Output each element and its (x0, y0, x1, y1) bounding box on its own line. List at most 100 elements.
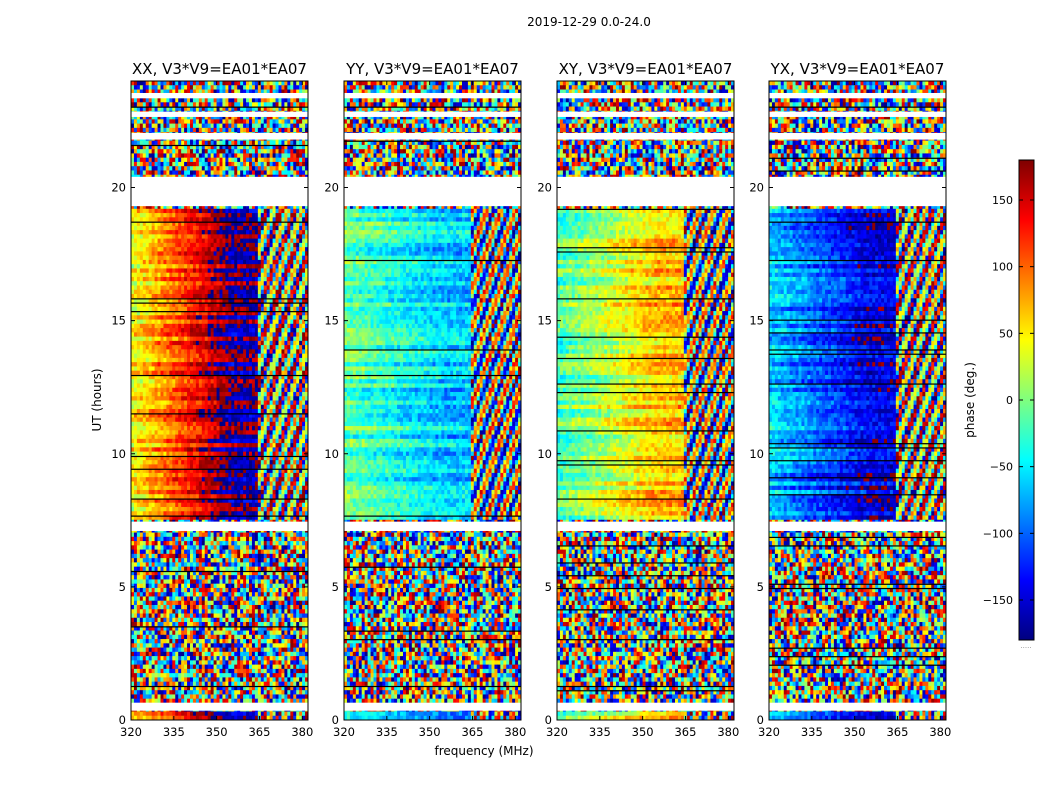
heatmap-cell (190, 285, 194, 291)
heatmap-cell (272, 332, 276, 337)
heatmap-cell (260, 268, 265, 274)
heatmap-cell (148, 213, 153, 218)
heatmap-cell (151, 144, 155, 150)
heatmap-cell (237, 140, 241, 146)
heatmap-cell (240, 115, 244, 120)
heatmap-cell (175, 353, 179, 359)
heatmap-cell (296, 413, 300, 418)
heatmap-cell (145, 379, 150, 384)
heatmap-cell (299, 289, 303, 295)
heatmap-cell (204, 238, 209, 244)
heatmap-cell (145, 204, 150, 210)
heatmap-cell (287, 426, 291, 431)
heatmap-cell (281, 413, 285, 418)
heatmap-cell (263, 396, 268, 401)
heatmap-cell (296, 409, 300, 414)
heatmap-cell (234, 430, 238, 435)
heatmap-cell (272, 161, 276, 167)
heatmap-cell (201, 106, 206, 112)
heatmap-cell (210, 89, 214, 95)
heatmap-cell (207, 306, 212, 312)
heatmap-cell (284, 357, 288, 363)
heatmap-cell (169, 140, 173, 146)
heatmap-cell (151, 387, 155, 393)
heatmap-cell (207, 242, 212, 248)
heatmap-cell (175, 357, 179, 363)
heatmap-cell (192, 336, 197, 342)
heatmap-cell (254, 294, 259, 299)
heatmap-cell (293, 81, 297, 86)
heatmap-cell (133, 400, 138, 406)
heatmap-cell (169, 353, 173, 359)
heatmap-cell (213, 157, 217, 163)
heatmap-cell (136, 247, 141, 252)
heatmap-cell (139, 217, 144, 222)
heatmap-cell (219, 332, 223, 337)
heatmap-cell (287, 204, 291, 210)
heatmap-cell (257, 391, 262, 397)
heatmap-cell (163, 204, 167, 210)
heatmap-cell (163, 302, 167, 308)
heatmap-cell (219, 319, 223, 325)
heatmap-cell (151, 370, 155, 376)
heatmap-cell (278, 98, 282, 103)
heatmap-cell (296, 302, 300, 308)
heatmap-cell (296, 366, 300, 372)
heatmap-cell (136, 234, 141, 240)
heatmap-cell (157, 353, 161, 359)
heatmap-cell (287, 230, 291, 235)
heatmap-cell (243, 391, 247, 397)
heatmap-cell (219, 268, 223, 274)
heatmap-cell (237, 332, 241, 337)
heatmap-cell (178, 170, 182, 176)
heatmap-cell (163, 234, 167, 240)
heatmap-cell (175, 281, 179, 286)
heatmap-cell (240, 294, 244, 299)
heatmap-cell (133, 298, 138, 303)
heatmap-cell (302, 430, 306, 435)
heatmap-cell (145, 374, 150, 380)
heatmap-cell (187, 247, 191, 252)
heatmap-cell (302, 306, 306, 312)
heatmap-cell (246, 328, 250, 333)
heatmap-cell (145, 170, 150, 176)
heatmap-cell (225, 157, 229, 163)
heatmap-cell (210, 251, 214, 257)
heatmap-cell (237, 383, 241, 389)
heatmap-cell (234, 370, 238, 376)
heatmap-cell (201, 247, 206, 252)
heatmap-cell (281, 430, 285, 435)
heatmap-cell (207, 383, 212, 389)
heatmap-cell (163, 409, 167, 414)
heatmap-cell (249, 217, 253, 222)
heatmap-cell (222, 98, 226, 103)
heatmap-cell (148, 336, 153, 342)
heatmap-cell (296, 336, 300, 342)
heatmap-cell (198, 242, 203, 248)
heatmap-cell (195, 353, 200, 359)
heatmap-cell (151, 264, 155, 269)
heatmap-cell (293, 400, 297, 406)
heatmap-cell (216, 345, 220, 350)
heatmap-cell (131, 332, 135, 337)
heatmap-cell (263, 238, 268, 244)
heatmap-cell (195, 379, 200, 384)
heatmap-cell (187, 323, 191, 329)
heatmap-cell (210, 306, 214, 312)
heatmap-cell (198, 340, 203, 346)
heatmap-cell (257, 319, 262, 325)
heatmap-cell (198, 391, 203, 397)
heatmap-cell (169, 115, 173, 120)
heatmap-cell (231, 289, 235, 295)
heatmap-cell (281, 127, 285, 133)
heatmap-cell (293, 370, 297, 376)
heatmap-cell (201, 379, 206, 384)
heatmap-cell (266, 285, 271, 291)
heatmap-cell (228, 430, 232, 435)
heatmap-cell (172, 166, 176, 171)
heatmap-cell (160, 89, 164, 95)
heatmap-cell (139, 332, 144, 337)
heatmap-cell (178, 144, 182, 150)
heatmap-cell (266, 123, 271, 129)
heatmap-cell (192, 238, 197, 244)
